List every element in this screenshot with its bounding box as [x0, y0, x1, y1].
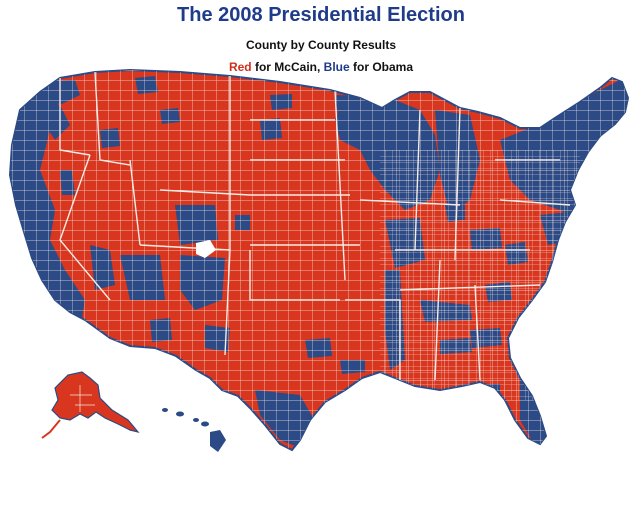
legend-red-word: Red	[228, 60, 252, 74]
legend-blue-text: for Obama	[349, 60, 414, 74]
map-title: The 2008 Presidential Election	[177, 4, 465, 26]
state-borders	[59, 71, 571, 381]
no-data-patch	[196, 240, 216, 258]
alaska	[41, 371, 140, 439]
legend: Red for McCain, Blue for Obama	[0, 60, 642, 74]
hawaii	[162, 408, 226, 452]
map-subtitle: County by County Results	[245, 38, 396, 52]
legend-blue-word: Blue	[323, 60, 350, 74]
contiguous-us	[8, 68, 630, 452]
legend-red-text: for McCain,	[251, 60, 324, 74]
